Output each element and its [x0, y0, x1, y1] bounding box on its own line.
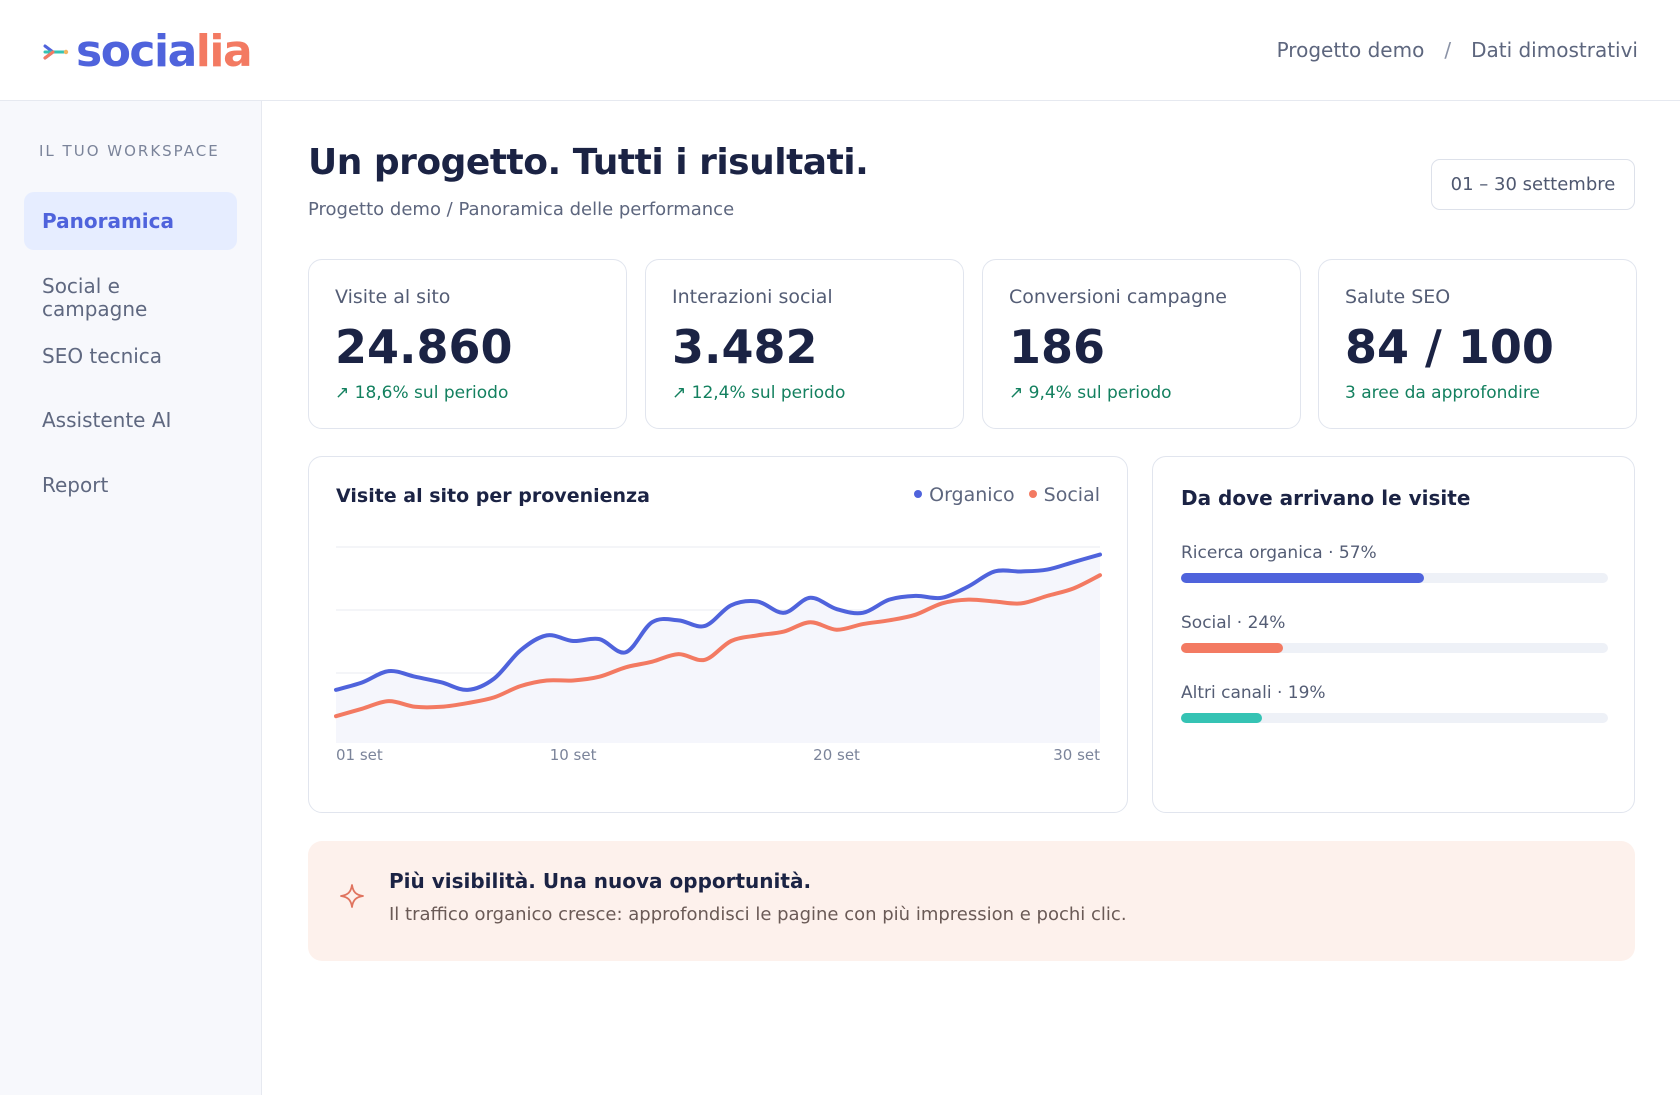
sidebar-item-social-campagne[interactable]: Social e campagne	[42, 274, 148, 321]
kpi-value: 186	[1009, 320, 1106, 374]
sidebar-item-assistente-ai[interactable]: Assistente AI	[42, 408, 172, 432]
kpi-label: Visite al sito	[335, 286, 451, 308]
kpi-delta: ↗ 18,6% sul periodo	[335, 383, 509, 403]
kpi-delta: ↗ 9,4% sul periodo	[1009, 383, 1172, 403]
brand-name: socialia	[76, 26, 253, 77]
source-bar-track	[1181, 643, 1608, 653]
x-tick-label: 30 set	[1053, 746, 1100, 764]
date-range-button[interactable]: 01 – 30 settembre	[1431, 159, 1635, 210]
sidebar-item-seo-tecnica[interactable]: SEO tecnica	[42, 344, 163, 368]
series-line-organico	[334, 552, 1102, 692]
source-bar-track	[1181, 573, 1608, 583]
breadcrumb-project[interactable]: Progetto demo	[1276, 38, 1425, 62]
sidebar: IL TUO WORKSPACE Panoramica Social e cam…	[0, 101, 262, 1095]
source-bar-fill	[1181, 573, 1425, 583]
sources-title: Da dove arrivano le visite	[1181, 486, 1471, 510]
kpi-delta: 3 aree da approfondire	[1345, 383, 1540, 403]
source-row: Ricerca organica · 57%	[1181, 543, 1608, 583]
x-tick-label: 10 set	[550, 746, 597, 764]
line-chart: 01 set 10 set 20 set 30 set	[334, 546, 1102, 764]
workspace-label: IL TUO WORKSPACE	[39, 142, 220, 160]
kpi-card-conversioni: Conversioni campagne 186 ↗ 9,4% sul peri…	[982, 259, 1301, 429]
kpi-value: 3.482	[672, 320, 818, 374]
source-bar-track	[1181, 713, 1608, 723]
kpi-value: 24.860	[335, 320, 513, 374]
insight-banner: Più visibilità. Una nuova opportunità. I…	[308, 841, 1635, 961]
page-subtitle: Progetto demo / Panoramica delle perform…	[308, 199, 735, 220]
sidebar-nav: Panoramica Social e campagne SEO tecnica…	[24, 192, 237, 497]
source-bar-fill	[1181, 713, 1263, 723]
source-label: Altri canali · 19%	[1181, 683, 1326, 703]
legend-dot	[914, 489, 923, 498]
banner-title: Più visibilità. Una nuova opportunità.	[389, 869, 812, 893]
source-row: Altri canali · 19%	[1181, 683, 1608, 723]
breadcrumb-dataset[interactable]: Dati dimostrativi	[1471, 38, 1638, 62]
traffic-sources-card: Da dove arrivano le visite Ricerca organ…	[1152, 456, 1635, 813]
chart-legend: Organico Social	[914, 484, 1100, 506]
kpi-label: Salute SEO	[1345, 286, 1451, 308]
kpi-label: Conversioni campagne	[1009, 286, 1227, 308]
kpi-value: 84 / 100	[1345, 320, 1554, 374]
sparkle-icon	[340, 884, 364, 908]
legend-item-social[interactable]: Social	[1028, 484, 1100, 506]
legend-item-organico[interactable]: Organico	[914, 484, 1015, 506]
kpi-card-visite: Visite al sito 24.860 ↗ 18,6% sul period…	[308, 259, 627, 429]
top-header: socialia Progetto demo / Dati dimostrati…	[0, 0, 1680, 101]
sidebar-item-panoramica[interactable]: Panoramica	[24, 192, 237, 250]
brand-logo[interactable]: socialia	[42, 26, 253, 77]
kpi-card-seo: Salute SEO 84 / 100 3 aree da approfondi…	[1318, 259, 1637, 429]
kpi-delta: ↗ 12,4% sul periodo	[672, 383, 846, 403]
banner-text: Il traffico organico cresce: approfondis…	[389, 904, 1127, 925]
page-title: Un progetto. Tutti i risultati.	[308, 142, 869, 183]
x-tick-label: 01 set	[336, 746, 383, 764]
series-line-social	[334, 573, 1102, 719]
x-tick-label: 20 set	[813, 746, 860, 764]
breadcrumb-separator: /	[1444, 38, 1452, 62]
legend-dot	[1028, 489, 1037, 498]
kpi-label: Interazioni social	[672, 286, 833, 308]
sidebar-item-report[interactable]: Report	[42, 473, 109, 497]
kpi-card-interazioni: Interazioni social 3.482 ↗ 12,4% sul per…	[645, 259, 964, 429]
logo-arrow-icon	[43, 44, 69, 60]
source-row: Social · 24%	[1181, 613, 1608, 653]
breadcrumb: Progetto demo / Dati dimostrativi	[1277, 38, 1638, 62]
source-label: Ricerca organica · 57%	[1181, 543, 1377, 563]
source-label: Social · 24%	[1181, 613, 1286, 633]
chart-title: Visite al sito per provenienza	[336, 485, 650, 507]
traffic-chart-card: Visite al sito per provenienza Organico …	[308, 456, 1128, 813]
source-bar-fill	[1181, 643, 1284, 653]
